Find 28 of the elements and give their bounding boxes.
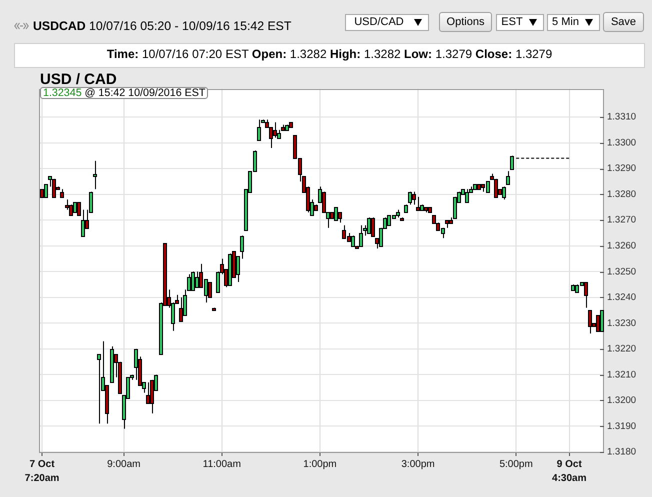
x-tick-label: 1:00pm [303,458,337,470]
text: Time: 10/07/16 07:20 EST Open: 1.3282 High: 1.3282 Low: 1.3279 Close: 1.3279 [106,47,552,61]
chart-title: USD / CAD [40,71,117,88]
quote-box: 1.32345 @ 15:42 10/09/2016 EST [40,87,208,99]
text: USD/CAD [353,15,405,30]
x-tick-label: 9 Oct 4:30am [552,458,587,484]
y-tick-label: 1.3180 [607,446,636,458]
x-tick-label: 9:00am [107,458,140,470]
y-tick-label: 1.3230 [607,318,636,329]
x-tick-label: 5:00pm [499,458,533,470]
x-tick-label: 7 Oct 7:20am [24,458,60,484]
chart-subtitle: USDCAD 10/07/16 05:20 - 10/09/16 15:42 EST [33,18,292,34]
x-tick-label: 3:00pm [401,458,435,470]
y-tick-label: 1.3220 [607,344,636,355]
y-tick-label: 1.3290 [607,163,636,174]
y-tick-label: 1.3310 [607,112,636,123]
y-tick-label: 1.3270 [607,214,636,226]
y-tick-label: 1.3300 [607,137,636,148]
y-tick-label: 1.3250 [607,266,636,278]
x-tick-label: 11:00am [202,458,241,470]
text: EST [500,15,524,30]
y-tick-label: 1.3200 [607,395,636,406]
y-tick-label: 1.3260 [607,240,636,252]
text: 5 Min [551,15,580,30]
y-tick-label: 1.3240 [607,292,636,304]
y-tick-label: 1.3210 [607,369,636,380]
y-tick-label: 1.3280 [607,188,636,200]
y-tick-label: 1.3190 [607,420,636,432]
